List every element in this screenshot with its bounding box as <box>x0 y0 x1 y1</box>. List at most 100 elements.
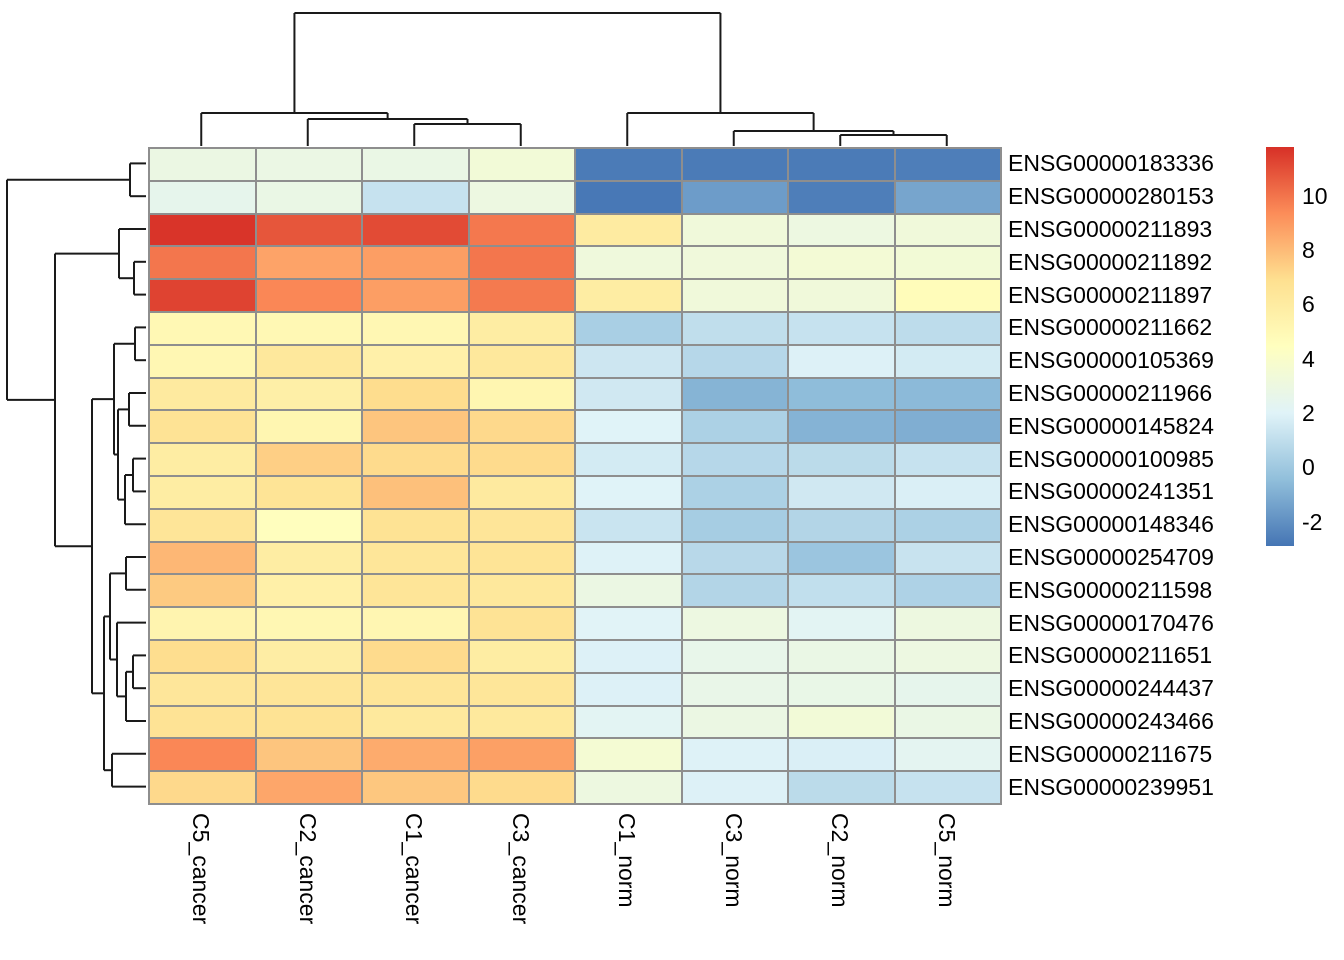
heatmap-cell <box>894 311 1001 345</box>
heatmap-cell <box>362 639 469 673</box>
row-label: ENSG00000170476 <box>1008 609 1214 636</box>
heatmap-cell <box>362 508 469 542</box>
heatmap-cell <box>362 344 469 378</box>
column-label: C2_norm <box>827 813 854 908</box>
row-label: ENSG00000148346 <box>1008 511 1214 538</box>
heatmap-cell <box>681 771 788 804</box>
heatmap-cell <box>362 607 469 640</box>
column-label: C3_cancer <box>507 813 534 925</box>
heatmap-cell <box>468 377 575 411</box>
heatmap-cell <box>149 344 256 378</box>
heatmap-cell <box>255 246 362 280</box>
heatmap-cell <box>894 607 1001 640</box>
heatmap-cell <box>681 607 788 640</box>
heatmap-cell <box>255 475 362 509</box>
heatmap-cell <box>149 377 256 411</box>
row-label: ENSG00000211892 <box>1008 248 1213 275</box>
row-label: ENSG00000211966 <box>1008 380 1213 406</box>
heatmap-cell <box>788 672 895 706</box>
heatmap-cell <box>468 246 575 280</box>
heatmap-cell <box>149 279 256 312</box>
heatmap-cell <box>894 410 1001 444</box>
heatmap-cell <box>788 475 895 509</box>
heatmap-cell <box>894 148 1001 181</box>
heatmap-cell <box>149 639 256 673</box>
heatmap-cell <box>894 279 1001 312</box>
heatmap-cell <box>575 541 682 575</box>
heatmap-cell <box>255 377 362 411</box>
heatmap-cell <box>681 475 788 509</box>
heatmap-cell <box>255 213 362 247</box>
heatmap-cell <box>894 213 1001 247</box>
heatmap-cell <box>681 279 788 312</box>
heatmap-cell <box>788 148 895 181</box>
heatmap-grid <box>148 147 1002 805</box>
heatmap-cell <box>149 738 256 772</box>
heatmap-cell <box>894 705 1001 739</box>
heatmap-cell <box>362 672 469 706</box>
heatmap-cell <box>255 279 362 312</box>
heatmap-cell <box>575 148 682 181</box>
heatmap-cell <box>894 771 1001 804</box>
heatmap-cell <box>575 705 682 739</box>
row-label: ENSG00000239951 <box>1008 773 1214 800</box>
heatmap-cell <box>788 246 895 280</box>
heatmap-cell <box>255 508 362 542</box>
heatmap-cell <box>575 279 682 312</box>
heatmap-cell <box>468 672 575 706</box>
heatmap-cell <box>149 771 256 804</box>
heatmap-cell <box>468 639 575 673</box>
heatmap-cell <box>681 410 788 444</box>
heatmap-cell <box>149 607 256 640</box>
legend-tick-label: 4 <box>1302 345 1315 372</box>
heatmap-cell <box>788 344 895 378</box>
heatmap-cell <box>149 410 256 444</box>
heatmap-cell <box>149 541 256 575</box>
row-label: ENSG00000100985 <box>1008 445 1214 472</box>
heatmap-cell <box>575 311 682 345</box>
heatmap-cell <box>788 639 895 673</box>
heatmap-cell <box>362 246 469 280</box>
heatmap-cell <box>149 705 256 739</box>
heatmap-cell <box>788 443 895 476</box>
heatmap-cell <box>575 672 682 706</box>
heatmap-cell <box>681 246 788 280</box>
heatmap-cell <box>255 344 362 378</box>
heatmap-cell <box>149 246 256 280</box>
heatmap-cell <box>681 574 788 608</box>
heatmap-cell <box>255 607 362 640</box>
legend-tick-label: 8 <box>1302 237 1315 264</box>
heatmap-cell <box>681 377 788 411</box>
row-label: ENSG00000211651 <box>1008 642 1213 669</box>
heatmap-cell <box>468 180 575 214</box>
row-label: ENSG00000241351 <box>1008 478 1214 505</box>
column-dendrogram <box>200 12 948 146</box>
heatmap-cell <box>149 574 256 608</box>
heatmap-cell <box>575 639 682 673</box>
heatmap-cell <box>149 180 256 214</box>
heatmap-cell <box>575 574 682 608</box>
heatmap-cell <box>681 705 788 739</box>
heatmap-cell <box>255 180 362 214</box>
heatmap-cell <box>575 213 682 247</box>
heatmap-cell <box>894 443 1001 476</box>
heatmap-cell <box>255 311 362 345</box>
heatmap-cell <box>894 574 1001 608</box>
heatmap-cell <box>575 377 682 411</box>
heatmap-cell <box>149 311 256 345</box>
heatmap-cell <box>468 738 575 772</box>
heatmap-cell <box>788 574 895 608</box>
heatmap-cell <box>575 607 682 640</box>
heatmap-cell <box>788 508 895 542</box>
heatmap-cell <box>788 541 895 575</box>
heatmap-cell <box>468 705 575 739</box>
heatmap-cell <box>681 541 788 575</box>
heatmap-cell <box>362 148 469 181</box>
column-label: C1_cancer <box>401 813 428 925</box>
heatmap-cell <box>362 213 469 247</box>
heatmap-cell <box>468 279 575 312</box>
heatmap-cell <box>468 607 575 640</box>
heatmap-cell <box>362 279 469 312</box>
heatmap-cell <box>468 541 575 575</box>
